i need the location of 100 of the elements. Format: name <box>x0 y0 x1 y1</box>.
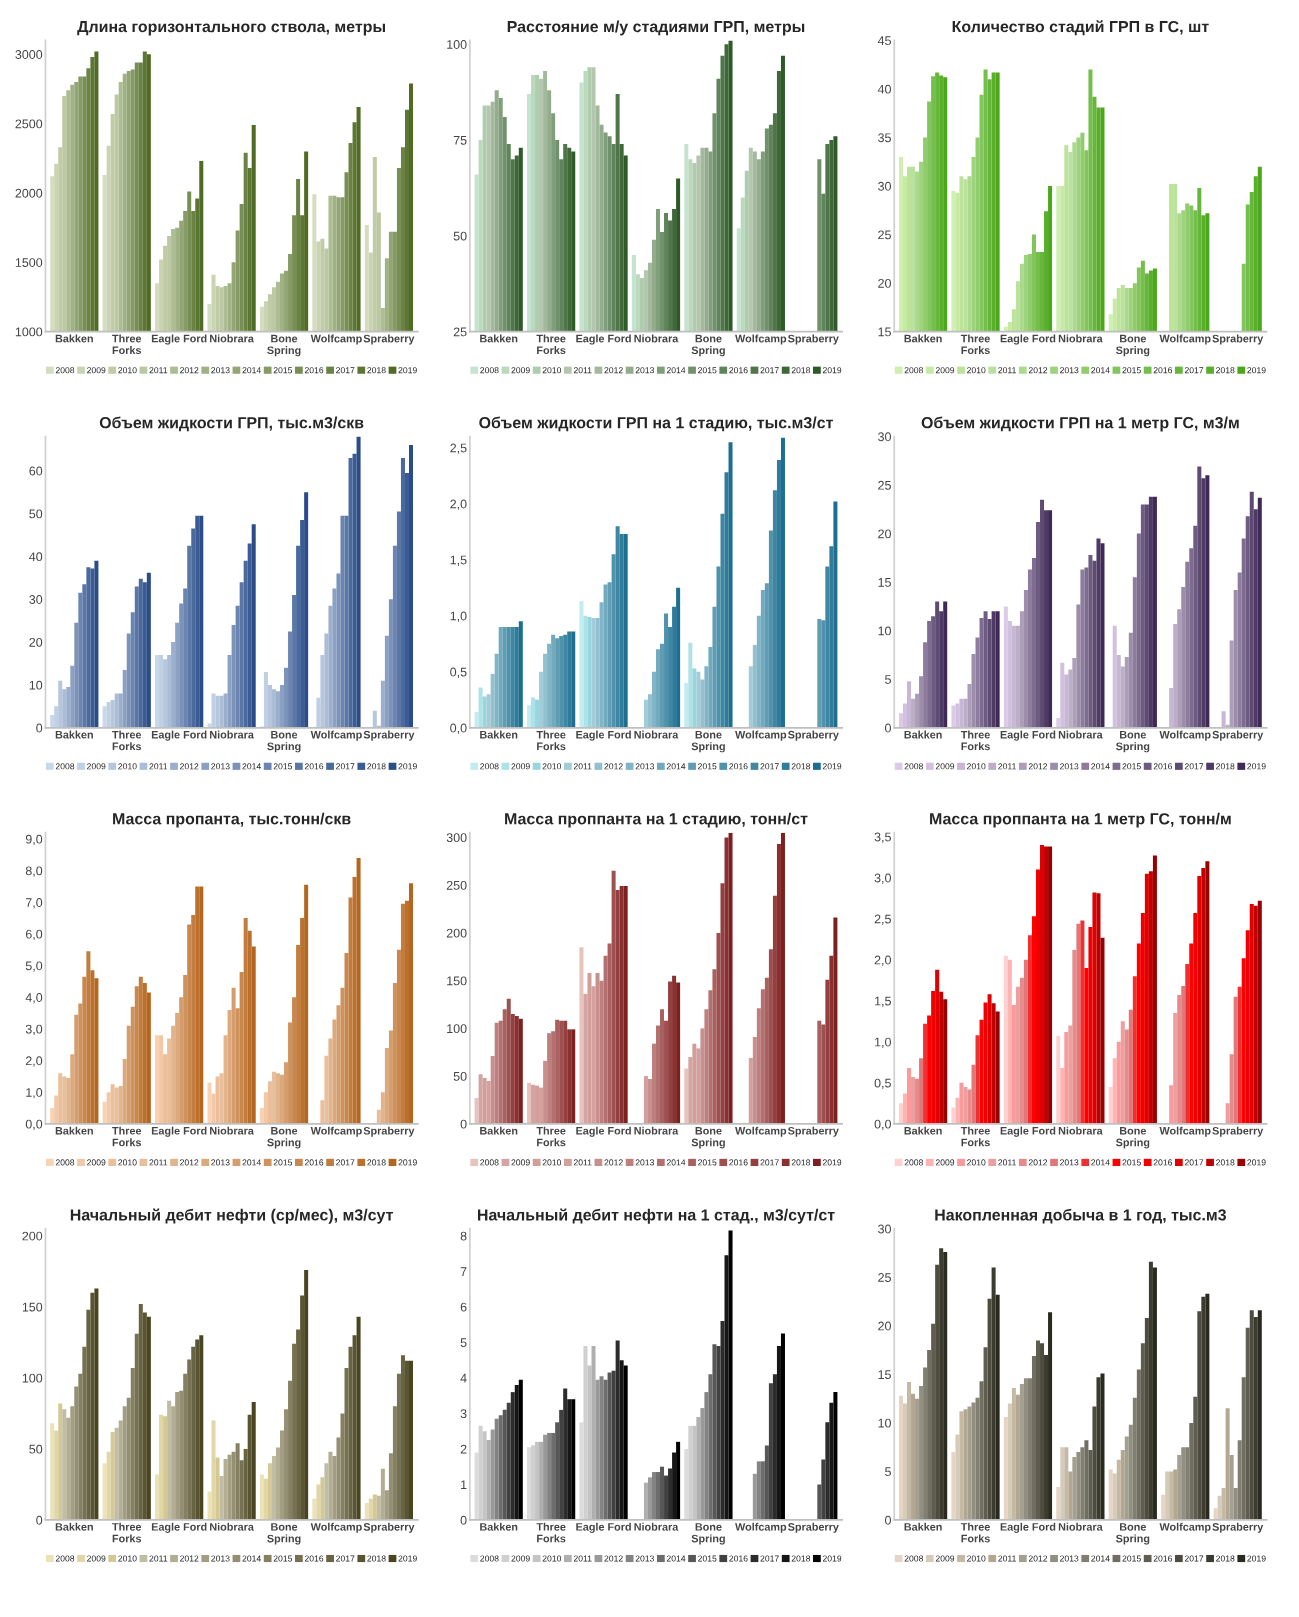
x-tick-label: Bakken <box>55 1126 93 1135</box>
legend-label: 2011 <box>998 1159 1016 1166</box>
x-tick-label: Spraberry <box>363 334 415 345</box>
y-tick-label: 1,5 <box>875 996 891 1007</box>
y-tick-label: 4 <box>460 1373 467 1383</box>
legend-label: 2009 <box>511 1159 530 1166</box>
x-tick-label: Wolfcamp <box>310 334 362 345</box>
x-tick-label: Three Forks <box>536 334 566 355</box>
legend-label: 2018 <box>1216 367 1235 374</box>
y-tick-label: 9,0 <box>25 834 43 846</box>
y-tick-label: 40 <box>29 552 43 562</box>
legend-label: 2015 <box>273 367 293 374</box>
y-tick-label: 250 <box>446 880 467 890</box>
legend-label: 2008 <box>904 1159 923 1166</box>
y-tick-label: 0,5 <box>874 1078 891 1089</box>
legend-label: 2011 <box>998 763 1016 770</box>
chart-title: Объем жидкости ГРП, тыс.м3/скв <box>99 416 364 432</box>
x-tick-label: Bone Spring <box>691 334 725 357</box>
y-tick-label: 2000 <box>15 188 43 198</box>
x-tick-label: Niobrara <box>1058 1126 1103 1135</box>
legend-label: 2013 <box>635 1159 655 1166</box>
y-tick-label: 2,5 <box>874 914 891 925</box>
legend-label: 2012 <box>1028 763 1048 770</box>
y-tick-label: 3,5 <box>874 832 891 843</box>
y-tick-label: 2,0 <box>25 1056 43 1067</box>
y-tick-label: 20 <box>29 637 43 647</box>
legend-label: 2019 <box>398 367 417 374</box>
legend-label: 2012 <box>604 1159 623 1166</box>
legend-label: 2017 <box>1184 1555 1204 1562</box>
legend-label: 2013 <box>1060 367 1079 374</box>
x-tick-label: Eagle Ford <box>1000 1126 1056 1137</box>
y-tick-label: 0 <box>460 1515 467 1525</box>
x-tick-label: Eagle Ford <box>576 730 631 741</box>
legend-label: 2009 <box>511 763 530 770</box>
legend-label: 2011 <box>573 367 592 374</box>
y-tick-label: 1500 <box>15 258 43 267</box>
x-tick-label: Bakken <box>55 334 93 343</box>
x-tick-label: Bakken <box>55 1522 93 1531</box>
legend-label: 2015 <box>273 1555 293 1562</box>
legend-label: 2019 <box>822 763 842 770</box>
y-tick-label: 2,0 <box>450 499 467 510</box>
x-tick-label: Bakken <box>480 730 518 739</box>
y-tick-label: 300 <box>446 833 467 843</box>
legend-label: 2017 <box>336 1555 355 1562</box>
y-tick-label: 7 <box>460 1267 467 1276</box>
x-tick-label: Three Forks <box>960 1126 990 1147</box>
legend-label: 2010 <box>118 367 137 374</box>
chart-title: Количество стадий ГРП в ГС, шт <box>952 20 1209 36</box>
legend-label: 2014 <box>1091 1159 1110 1166</box>
y-tick-label: 35 <box>878 133 891 143</box>
y-tick-label: 2500 <box>15 119 43 129</box>
y-tick-label: 4,0 <box>25 993 43 1004</box>
x-tick-label: Bakken <box>904 730 942 739</box>
x-tick-label: Wolfcamp <box>310 1126 362 1137</box>
legend-label: 2009 <box>935 367 955 374</box>
chart-title: Длина горизонтального ствола, метры <box>77 21 385 36</box>
legend-label: 2015 <box>698 763 717 770</box>
legend-label: 2012 <box>604 367 623 374</box>
y-tick-label: 30 <box>878 432 891 442</box>
legend-label: 2019 <box>822 1159 842 1166</box>
y-tick-label: 60 <box>29 466 43 476</box>
x-tick-label: Spraberry <box>1212 334 1264 345</box>
chart-title: Объем жидкости ГРП на 1 стадию, тыс.м3/ст <box>479 416 833 432</box>
y-tick-label: 50 <box>453 1071 467 1081</box>
x-tick-label: Eagle Ford <box>576 1126 631 1137</box>
legend-label: 2013 <box>211 1555 230 1562</box>
legend-label: 2016 <box>304 763 324 770</box>
y-tick-label: 0 <box>36 723 43 733</box>
x-tick-label: Three Forks <box>536 1522 566 1543</box>
y-tick-label: 3000 <box>15 50 43 59</box>
x-tick-label: Bakken <box>904 1522 942 1531</box>
legend-label: 2010 <box>118 763 137 770</box>
chart-title: Масса проппанта на 1 стадию, тонн/ст <box>505 812 808 828</box>
y-tick-label: 5,0 <box>25 961 43 972</box>
x-tick-label: Spraberry <box>788 730 839 741</box>
y-tick-label: 3,0 <box>874 873 891 884</box>
y-tick-label: 0 <box>885 723 891 733</box>
y-tick-label: 3,0 <box>25 1024 43 1036</box>
legend-label: 2015 <box>698 1159 717 1166</box>
legend-label: 2010 <box>967 1555 986 1562</box>
y-tick-label: 1 <box>461 1480 467 1489</box>
legend-label: 2011 <box>998 1555 1016 1562</box>
y-tick-label: 7,0 <box>25 898 43 909</box>
legend-label: 2014 <box>666 1555 686 1562</box>
x-tick-label: Bakken <box>904 1126 942 1135</box>
legend-label: 2012 <box>1028 1555 1048 1562</box>
y-tick-label: 100 <box>447 40 467 49</box>
x-tick-label: Wolfcamp <box>310 1522 362 1533</box>
legend-label: 2017 <box>336 367 355 374</box>
y-tick-label: 20 <box>878 529 891 539</box>
x-tick-label: Eagle Ford <box>1000 334 1056 345</box>
legend-label: 2010 <box>542 1159 562 1166</box>
legend-label: 2017 <box>336 1159 355 1166</box>
x-tick-label: Bone Spring <box>1115 730 1150 753</box>
legend-label: 2017 <box>760 763 779 770</box>
x-tick-label: Bakken <box>480 1522 518 1531</box>
y-tick-label: 3 <box>460 1409 467 1419</box>
x-tick-label: Three Forks <box>960 334 990 355</box>
x-tick-label: Three Forks <box>536 1126 566 1147</box>
y-tick-label: 2,0 <box>874 955 891 966</box>
